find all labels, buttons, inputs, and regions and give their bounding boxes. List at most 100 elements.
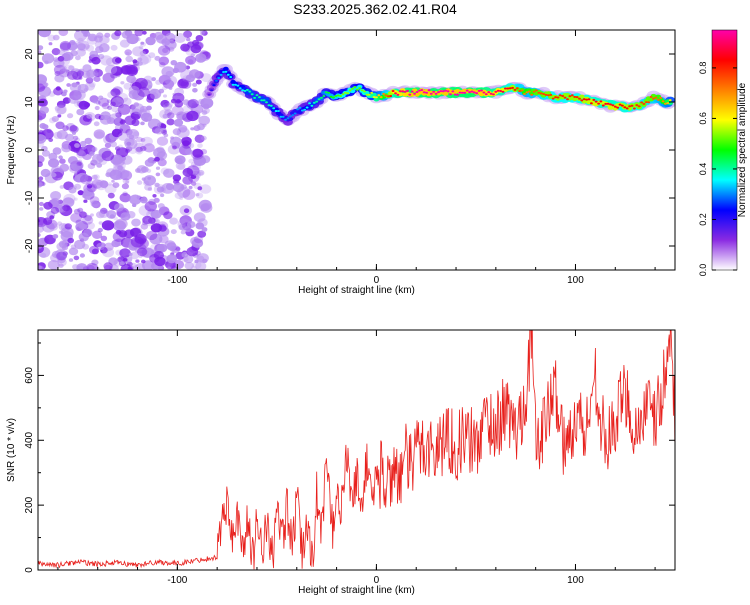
- ridge-mark: [253, 96, 256, 99]
- noise-blob: [150, 92, 159, 100]
- noise-blob: [52, 147, 62, 155]
- noise-blob: [79, 253, 85, 258]
- noise-blob: [98, 95, 104, 100]
- ridge-mark: [668, 99, 672, 102]
- noise-blob: [172, 182, 185, 193]
- noise-blob: [108, 182, 112, 186]
- noise-blob: [161, 38, 171, 46]
- noise-blob: [103, 262, 113, 270]
- noise-blob: [140, 41, 145, 45]
- ridge-mark: [456, 93, 459, 96]
- noise-blob: [118, 230, 128, 238]
- noise-blob: [64, 133, 75, 142]
- noise-blob: [56, 200, 63, 207]
- snr-series-line: [38, 330, 675, 570]
- ridge-mark: [408, 93, 412, 96]
- noise-blob: [158, 88, 165, 94]
- noise-blob: [91, 56, 101, 65]
- noise-blob: [190, 127, 195, 131]
- ridge-mark: [272, 107, 276, 110]
- heatmap-x-label: Height of straight line (km): [298, 285, 415, 296]
- noise-blob: [182, 189, 196, 200]
- noise-blob: [141, 112, 153, 122]
- ridge-mark: [317, 98, 321, 101]
- noise-blob: [155, 79, 162, 85]
- noise-blob: [38, 98, 48, 107]
- ridge-mark: [666, 102, 670, 105]
- noise-blob: [132, 265, 141, 270]
- noise-blob: [104, 183, 117, 194]
- noise-blob: [96, 242, 106, 251]
- ridge-mark: [303, 108, 307, 111]
- line-x-tick-label: 100: [567, 575, 584, 586]
- noise-blob: [200, 155, 211, 164]
- noise-blob: [132, 46, 145, 57]
- ridge-mark: [246, 88, 249, 91]
- heatmap-image: [38, 30, 675, 270]
- noise-blob: [99, 180, 109, 188]
- ridge-mark: [279, 115, 283, 118]
- noise-blob: [139, 145, 147, 152]
- ridge-mark: [226, 73, 230, 76]
- ridge-mark: [441, 90, 445, 93]
- noise-blob: [125, 180, 130, 184]
- noise-blob: [120, 81, 125, 85]
- noise-blob: [67, 70, 79, 81]
- noise-blob: [59, 163, 70, 172]
- noise-blob: [76, 172, 89, 183]
- noise-blob: [64, 223, 73, 230]
- noise-blob: [173, 118, 184, 127]
- noise-blob: [201, 135, 207, 141]
- noise-blob: [182, 75, 191, 83]
- noise-blob: [77, 43, 86, 51]
- noise-blob: [162, 47, 169, 54]
- ridge-mark: [262, 99, 266, 102]
- ridge-mark: [391, 90, 395, 92]
- ridge-mark: [413, 92, 416, 95]
- noise-blob: [38, 134, 47, 144]
- heatmap-x-tick-label: 0: [374, 275, 380, 286]
- noise-blob: [175, 161, 186, 170]
- noise-blob: [84, 82, 95, 91]
- ridge-mark: [346, 92, 350, 95]
- ridge-mark: [472, 91, 476, 94]
- ridge-mark: [654, 96, 658, 99]
- ridge-mark: [444, 89, 448, 92]
- noise-blob: [181, 251, 189, 258]
- noise-blob: [114, 218, 128, 230]
- noise-blob: [57, 114, 62, 118]
- noise-blob: [183, 208, 190, 213]
- noise-blob: [111, 179, 115, 183]
- ridge-mark: [372, 96, 376, 99]
- noise-blob: [124, 115, 137, 126]
- ridge-mark: [384, 94, 388, 97]
- noise-blob: [151, 77, 156, 82]
- noise-blob: [81, 145, 87, 150]
- noise-blob: [192, 82, 198, 87]
- noise-blob: [59, 158, 66, 164]
- line-y-tick-label: 600: [24, 367, 35, 384]
- noise-blob: [59, 125, 64, 129]
- noise-blob: [78, 221, 88, 230]
- noise-blob: [76, 161, 82, 166]
- noise-blob: [145, 36, 156, 46]
- noise-blob: [112, 165, 126, 176]
- ridge-mark: [403, 90, 407, 93]
- noise-blob: [104, 32, 111, 38]
- ridge-mark: [637, 105, 641, 108]
- noise-blob: [97, 227, 103, 233]
- noise-blob: [55, 104, 67, 115]
- ridge-mark: [255, 94, 259, 97]
- noise-blob: [200, 202, 213, 213]
- ridge-mark: [370, 91, 373, 94]
- noise-blob: [43, 82, 49, 87]
- line-x-label: Height of straight line (km): [298, 585, 415, 596]
- noise-blob: [163, 76, 172, 84]
- noise-blob: [38, 50, 42, 55]
- ridge-mark: [609, 103, 612, 106]
- noise-blob: [110, 101, 116, 107]
- noise-blob: [167, 144, 180, 155]
- ridge-mark: [234, 83, 237, 86]
- noise-blob: [136, 136, 143, 143]
